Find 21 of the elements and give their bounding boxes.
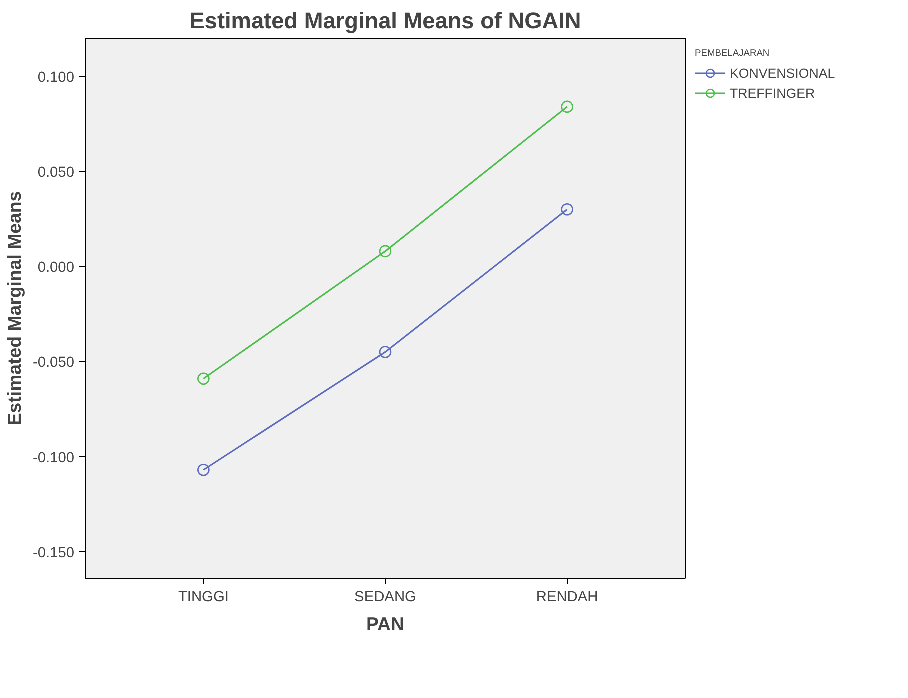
point bbox=[379, 346, 392, 358]
y-tick-label: 0.000 bbox=[38, 260, 75, 276]
x-tick-label: RENDAH bbox=[536, 590, 598, 606]
chart-title: Estimated Marginal Means of NGAIN bbox=[190, 8, 582, 34]
y-tick-label: -0.050 bbox=[32, 355, 75, 372]
point bbox=[198, 372, 210, 385]
legend-title: PEMBELAJARAN bbox=[695, 48, 771, 58]
x-tick-label: TINGGI bbox=[178, 590, 229, 606]
y-tick-label: 0.100 bbox=[38, 70, 75, 86]
y-tick-label: -0.100 bbox=[32, 450, 75, 466]
x-axis-title: PAN bbox=[366, 614, 405, 634]
point bbox=[198, 464, 210, 476]
x-tick-label: SEDANG bbox=[354, 590, 416, 606]
legend-label: TREFFINGER bbox=[730, 86, 816, 100]
point bbox=[379, 245, 392, 258]
legend-label: KONVENSIONAL bbox=[730, 66, 836, 80]
point bbox=[561, 203, 574, 216]
y-axis-title: Estimated Marginal Means bbox=[4, 191, 25, 426]
point bbox=[561, 100, 574, 114]
y-tick-label: -0.150 bbox=[32, 545, 75, 562]
y-tick-label: 0.050 bbox=[38, 165, 75, 182]
